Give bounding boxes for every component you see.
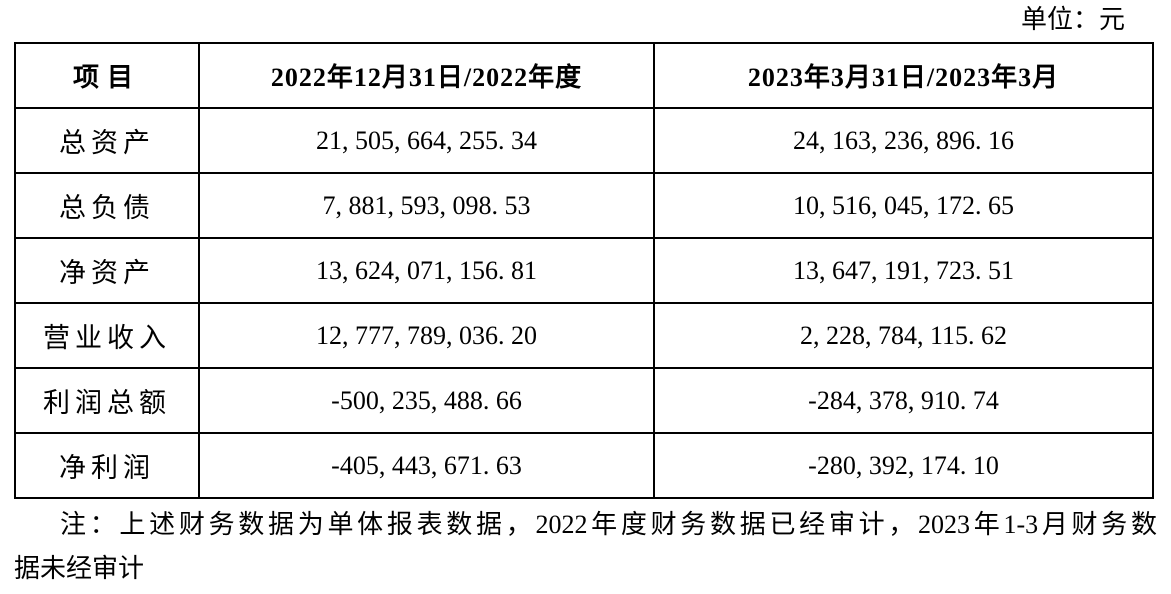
header-period-2022: 2022年12月31日/2022年度 (198, 42, 655, 109)
table-row: 净利润 -405, 443, 671. 63 -280, 392, 174. 1… (14, 432, 1154, 499)
row-label: 净资产 (14, 237, 200, 304)
row-label: 营业收入 (14, 302, 200, 369)
financial-summary-table: 项目 2022年12月31日/2022年度 2023年3月31日/2023年3月… (14, 42, 1154, 499)
value-2023: -284, 378, 910. 74 (653, 367, 1154, 434)
value-2023: 24, 163, 236, 896. 16 (653, 107, 1154, 174)
table-row: 净资产 13, 624, 071, 156. 81 13, 647, 191, … (14, 237, 1154, 304)
value-2023: 10, 516, 045, 172. 65 (653, 172, 1154, 239)
table-body: 总资产 21, 505, 664, 255. 34 24, 163, 236, … (14, 107, 1154, 499)
header-item: 项目 (14, 42, 200, 109)
value-2022: -405, 443, 671. 63 (198, 432, 655, 499)
row-label: 利润总额 (14, 367, 200, 434)
row-label: 总资产 (14, 107, 200, 174)
value-2022: 12, 777, 789, 036. 20 (198, 302, 655, 369)
value-2022: -500, 235, 488. 66 (198, 367, 655, 434)
value-2023: 13, 647, 191, 723. 51 (653, 237, 1154, 304)
value-2023: -280, 392, 174. 10 (653, 432, 1154, 499)
table-row: 利润总额 -500, 235, 488. 66 -284, 378, 910. … (14, 367, 1154, 434)
footnote-line-2: 据未经审计 (14, 554, 145, 583)
table-header-row: 项目 2022年12月31日/2022年度 2023年3月31日/2023年3月 (14, 42, 1154, 109)
value-2023: 2, 228, 784, 115. 62 (653, 302, 1154, 369)
table-row: 营业收入 12, 777, 789, 036. 20 2, 228, 784, … (14, 302, 1154, 369)
header-period-2023: 2023年3月31日/2023年3月 (653, 42, 1154, 109)
value-2022: 21, 505, 664, 255. 34 (198, 107, 655, 174)
value-2022: 13, 624, 071, 156. 81 (198, 237, 655, 304)
footnote: 注：上述财务数据为单体报表数据，2022年度财务数据已经审计，2023年1-3月… (14, 503, 1157, 591)
row-label: 总负债 (14, 172, 200, 239)
unit-label: 单位：元 (1020, 5, 1125, 34)
value-2022: 7, 881, 593, 098. 53 (198, 172, 655, 239)
row-label: 净利润 (14, 432, 200, 499)
footnote-line-1: 注：上述财务数据为单体报表数据，2022年度财务数据已经审计，2023年1-3月… (60, 510, 1157, 539)
table-row: 总资产 21, 505, 664, 255. 34 24, 163, 236, … (14, 107, 1154, 174)
table-row: 总负债 7, 881, 593, 098. 53 10, 516, 045, 1… (14, 172, 1154, 239)
